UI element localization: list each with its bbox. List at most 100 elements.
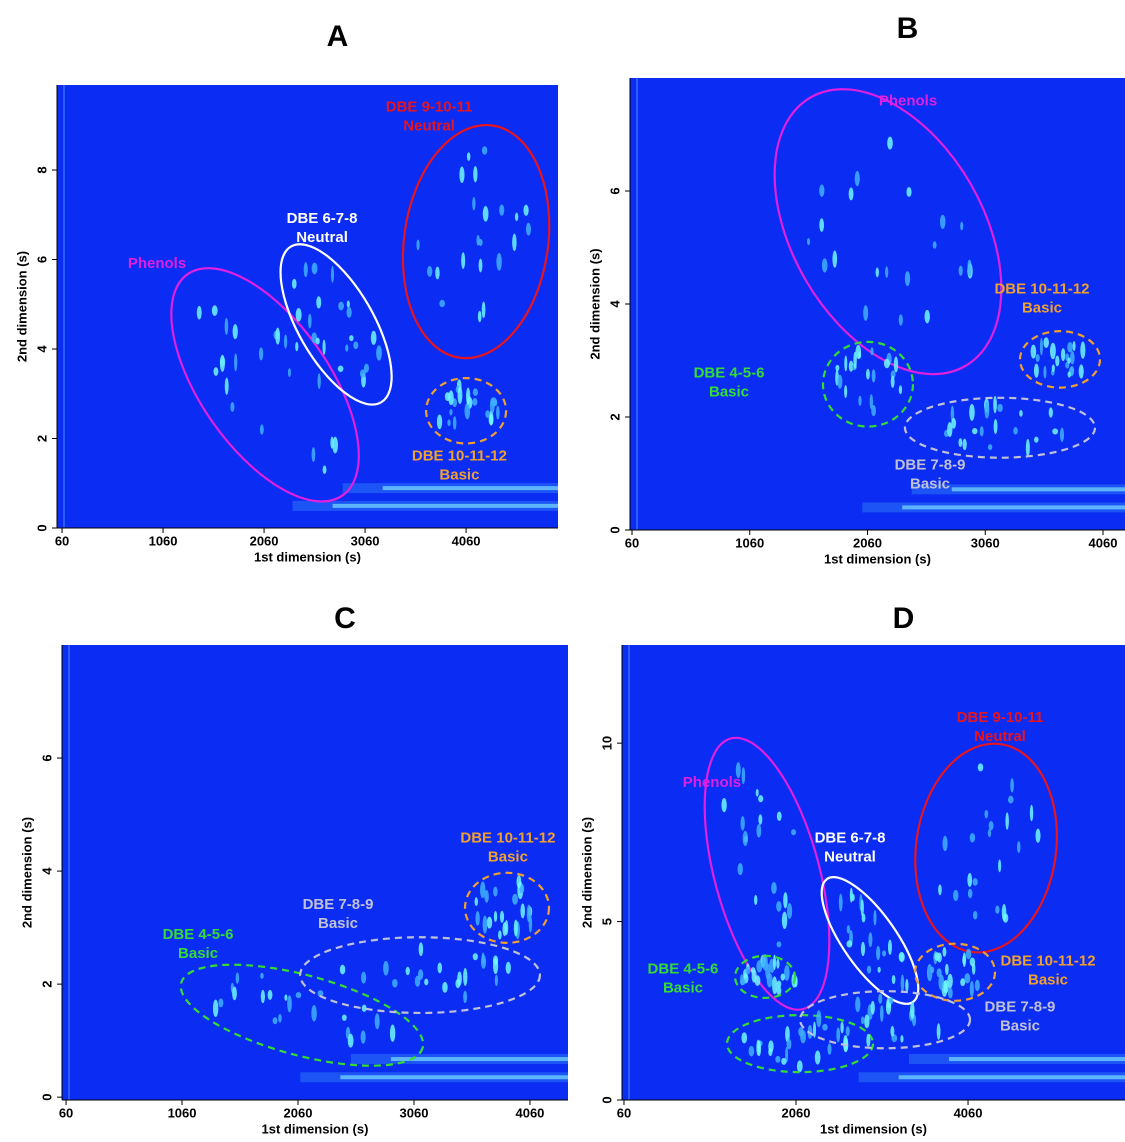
spot	[796, 1060, 803, 1073]
spot	[969, 403, 975, 421]
spot	[936, 1023, 941, 1040]
x-axis-title: 1st dimension (s)	[820, 1121, 927, 1136]
region-outline	[179, 963, 425, 1067]
panel-title: B	[897, 12, 919, 45]
spot	[721, 797, 727, 813]
x-tick-label: 1060	[168, 1105, 197, 1120]
spot	[756, 824, 762, 838]
spot	[267, 989, 273, 1001]
spot	[526, 904, 532, 923]
streak	[948, 1057, 1125, 1062]
spot	[489, 397, 495, 414]
spot	[523, 204, 529, 216]
spot	[879, 1005, 884, 1022]
spot	[224, 317, 229, 335]
streak-glow	[292, 500, 558, 511]
spot	[900, 974, 905, 993]
x-tick-label: 2060	[284, 1105, 313, 1120]
y-tick-label: 5	[599, 918, 614, 925]
spot	[846, 940, 853, 948]
spot	[472, 953, 478, 961]
spot	[819, 218, 825, 232]
streak	[340, 1075, 568, 1080]
spot	[890, 375, 895, 388]
spot	[346, 300, 350, 308]
spot	[858, 351, 862, 359]
spot	[347, 1033, 354, 1048]
spot	[457, 386, 463, 405]
spot	[869, 394, 874, 410]
spot	[735, 762, 741, 779]
spot	[984, 401, 990, 419]
spot	[785, 1046, 789, 1063]
y-tick-label: 2	[34, 435, 49, 442]
dead-time-streak	[628, 645, 630, 1100]
spot	[905, 978, 909, 993]
spot	[947, 422, 953, 438]
spot	[821, 258, 828, 273]
spot	[1035, 353, 1040, 362]
spot	[1069, 365, 1075, 376]
spot	[346, 306, 352, 318]
spot	[967, 263, 972, 277]
spot	[942, 947, 947, 957]
spot	[875, 267, 879, 278]
spot	[845, 1026, 850, 1037]
spot	[341, 1014, 347, 1021]
dead-time-streak	[68, 645, 70, 1100]
x-tick-label: 1060	[735, 535, 764, 550]
streak	[390, 1057, 568, 1062]
streak-glow	[862, 502, 1125, 513]
spot	[898, 385, 903, 395]
spot	[287, 995, 292, 1013]
spot	[972, 878, 978, 886]
spot	[525, 222, 531, 236]
spot	[997, 403, 1003, 413]
region-outline	[424, 376, 508, 445]
spot	[295, 992, 302, 999]
spot	[345, 344, 349, 352]
spot	[1039, 337, 1043, 356]
region-label: DBE 4-5-6	[694, 364, 765, 381]
spot	[1080, 341, 1086, 359]
spot	[1078, 364, 1084, 379]
spot	[972, 428, 978, 435]
spot	[924, 309, 930, 324]
streak	[902, 505, 1125, 510]
spot	[987, 444, 993, 451]
panel-title: D	[893, 602, 915, 635]
spot	[838, 893, 843, 912]
spot	[476, 234, 480, 246]
spot	[1051, 364, 1055, 373]
spot	[359, 369, 366, 378]
spot	[865, 368, 870, 380]
spot	[353, 341, 359, 350]
region-label: Basic	[488, 848, 528, 865]
x-axis-title: 1st dimension (s)	[824, 551, 931, 566]
spot	[295, 308, 302, 322]
region-outline	[733, 954, 797, 1000]
spot	[474, 897, 478, 906]
spot	[1030, 344, 1037, 359]
y-tick-label: 2	[607, 413, 622, 420]
spot	[904, 271, 911, 287]
spot	[750, 967, 756, 974]
spot	[1055, 355, 1060, 367]
spot	[893, 356, 899, 373]
spot	[900, 1035, 904, 1043]
spot	[932, 241, 937, 249]
streak-glow	[300, 1072, 568, 1083]
panel-title: C	[334, 602, 356, 635]
region-outline	[401, 123, 551, 360]
spot	[488, 414, 494, 426]
region-outline	[703, 736, 831, 1011]
region-label: Phenols	[683, 774, 741, 791]
spot	[780, 973, 786, 981]
spot	[482, 915, 488, 934]
spot	[472, 196, 476, 211]
spot	[452, 416, 457, 430]
spot	[317, 990, 324, 997]
streak	[898, 1075, 1125, 1080]
x-tick-label: 60	[625, 535, 639, 550]
